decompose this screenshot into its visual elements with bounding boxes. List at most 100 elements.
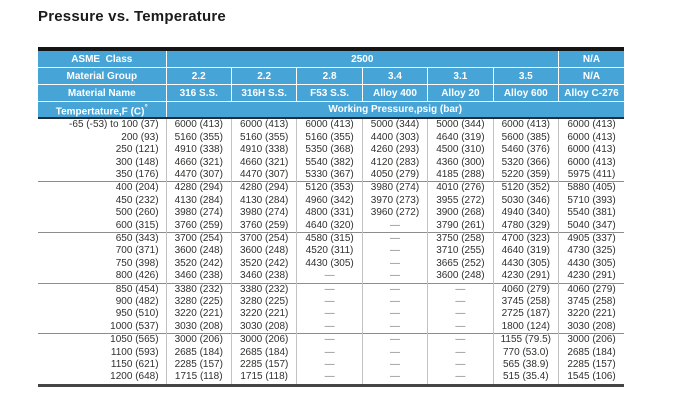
material-name-cell: 316 S.S. — [165, 84, 232, 102]
pressure-cell: — — [296, 282, 363, 297]
pressure-cell: 3280 (225) — [230, 296, 297, 309]
temperature-cell: 400 (204) — [38, 181, 167, 195]
table-row: 200 (93) 5160 (355) 5160 (355) 5160 (355) 44… — [38, 131, 624, 145]
material-name-cell: Alloy 400 — [361, 84, 428, 102]
material-group-cell: 3.5 — [492, 67, 559, 85]
pressure-cell: 3220 (221) — [230, 308, 297, 321]
pressure-cell: 6000 (413) — [558, 156, 624, 169]
temperature-cell: 900 (482) — [38, 296, 167, 309]
pressure-cell: 4660 (321) — [230, 156, 297, 169]
pressure-cell: 3030 (208) — [558, 320, 624, 334]
temperature-header-label: Tempertature,F (C)° — [38, 101, 167, 120]
table-row: 300 (148) 4660 (321) 4660 (321) 5540 (382) 4… — [38, 156, 624, 169]
pressure-cell: 565 (38.9) — [492, 359, 559, 372]
pressure-cell: 4910 (338) — [230, 144, 297, 157]
material-name-label: Material Name — [38, 84, 167, 102]
material-group-cell: 2.8 — [296, 67, 363, 85]
pressure-cell: — — [427, 296, 494, 309]
pressure-cell: 1715 (118) — [165, 371, 232, 386]
pressure-cell: 5880 (405) — [558, 181, 624, 195]
pressure-cell: 4640 (320) — [296, 219, 363, 233]
pressure-cell: 3700 (254) — [165, 231, 232, 246]
pressure-cell: — — [427, 359, 494, 372]
temperature-cell: 1100 (593) — [38, 346, 167, 360]
temperature-cell: 650 (343) — [38, 231, 167, 246]
table-row: 700 (371) 3600 (248) 3600 (248) 4520 (311) —… — [38, 245, 624, 258]
temperature-cell: 950 (510) — [38, 308, 167, 321]
pressure-cell: 5540 (381) — [558, 207, 624, 220]
pressure-cell: 4120 (283) — [361, 156, 428, 169]
pressure-cell: 6000 (413) — [558, 131, 624, 145]
pressure-cell: — — [361, 245, 428, 258]
pressure-cell: — — [427, 371, 494, 386]
pressure-cell: 5540 (382) — [296, 156, 363, 169]
pressure-cell: — — [361, 282, 428, 297]
pressure-cell: 3745 (258) — [558, 296, 624, 309]
table-row: 400 (204) 4280 (294) 4280 (294) 5120 (353) 3… — [38, 181, 624, 195]
pressure-cell: 6000 (413) — [492, 118, 559, 132]
pressure-cell: 3220 (221) — [558, 308, 624, 321]
pressure-cell: 4470 (307) — [230, 168, 297, 182]
pressure-cell: 3955 (272) — [427, 194, 494, 208]
temperature-cell: 350 (176) — [38, 168, 167, 182]
pressure-cell: 4940 (340) — [492, 207, 559, 220]
pressure-cell: 5160 (355) — [296, 131, 363, 145]
pressure-cell: 4470 (307) — [165, 168, 232, 182]
pressure-cell: 4060 (279) — [558, 282, 624, 297]
temperature-cell: 850 (454) — [38, 282, 167, 297]
temperature-cell: 1000 (537) — [38, 320, 167, 334]
pressure-cell: — — [296, 371, 363, 386]
pressure-cell: — — [296, 308, 363, 321]
pressure-cell: 3520 (242) — [165, 257, 232, 271]
pressure-cell: 4500 (310) — [427, 144, 494, 157]
pressure-cell: 3900 (268) — [427, 207, 494, 220]
page-title: Pressure vs. Temperature — [38, 8, 226, 25]
pressure-cell: 4280 (294) — [165, 181, 232, 195]
temperature-cell: 1150 (621) — [38, 359, 167, 372]
pressure-cell: 4520 (311) — [296, 245, 363, 258]
table-row: 1100 (593) 2685 (184) 2685 (184) — — —770 (53… — [38, 346, 624, 360]
temperature-cell: 200 (93) — [38, 131, 167, 145]
pressure-cell: 3760 (259) — [230, 219, 297, 233]
temperature-cell: 600 (315) — [38, 219, 167, 233]
pressure-cell: 4430 (305) — [558, 257, 624, 271]
pressure-cell: 1155 (79.5) — [492, 333, 559, 347]
pressure-cell: — — [361, 333, 428, 347]
pressure-cell: 4700 (323) — [492, 231, 559, 246]
pressure-cell: 3030 (208) — [165, 320, 232, 334]
material-group-cell: N/A — [558, 67, 624, 85]
pressure-cell: 4010 (276) — [427, 181, 494, 195]
pressure-cell: 4905 (337) — [558, 231, 624, 246]
pressure-cell: — — [361, 219, 428, 233]
pressure-cell: 4910 (338) — [165, 144, 232, 157]
pressure-cell: 4580 (315) — [296, 231, 363, 246]
pressure-cell: 3710 (255) — [427, 245, 494, 258]
table-row: 750 (398) 3520 (242) 3520 (242) 4430 (305) —… — [38, 257, 624, 271]
pressure-cell: 3460 (238) — [165, 270, 232, 284]
pressure-cell: 6000 (413) — [558, 144, 624, 157]
temperature-cell: 1050 (565) — [38, 333, 167, 347]
pressure-cell: 3380 (232) — [165, 282, 232, 297]
temperature-cell: 250 (121) — [38, 144, 167, 157]
table-body: -65 (-53) to 100 (37) 6000 (413) 6000 (413… — [38, 118, 624, 386]
pressure-cell: 5350 (368) — [296, 144, 363, 157]
temperature-cell: 800 (426) — [38, 270, 167, 284]
pressure-cell: 4360 (300) — [427, 156, 494, 169]
material-name-row: Material Name 316 S.S. 316H S.S. F53 S.S… — [38, 84, 624, 102]
pressure-cell: 3600 (248) — [165, 245, 232, 258]
table-row: 350 (176) 4470 (307) 4470 (307) 5330 (367) 4… — [38, 168, 624, 182]
material-group-cell: 3.1 — [427, 67, 494, 85]
pressure-cell: 4640 (319) — [492, 245, 559, 258]
pressure-cell: 6000 (413) — [165, 118, 232, 132]
pressure-cell: 3665 (252) — [427, 257, 494, 271]
pressure-cell: 3760 (259) — [165, 219, 232, 233]
pressure-cell: 4430 (305) — [296, 257, 363, 271]
pressure-cell: — — [296, 346, 363, 360]
asme-class-row: ASME Class 2500 N/A — [38, 49, 624, 68]
pressure-cell: 3970 (273) — [361, 194, 428, 208]
pressure-temperature-table: ASME Class 2500 N/A Material Group 2.2 2… — [38, 47, 624, 387]
material-name-cell: Alloy 20 — [427, 84, 494, 102]
pressure-cell: 3600 (248) — [230, 245, 297, 258]
pressure-cell: — — [296, 359, 363, 372]
